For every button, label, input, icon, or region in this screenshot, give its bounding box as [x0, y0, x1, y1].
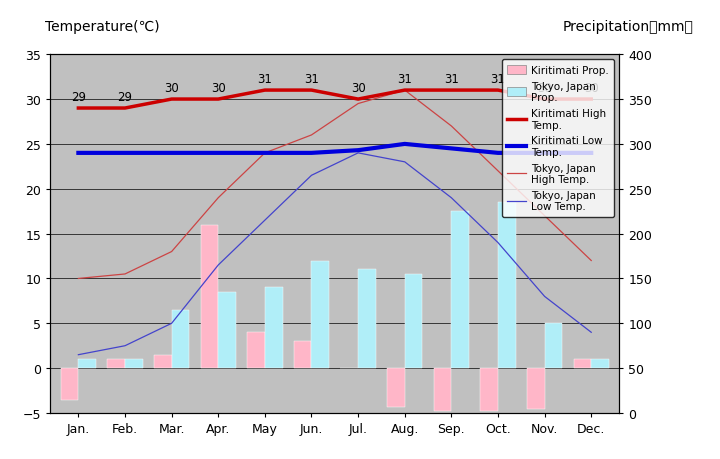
- Text: 31: 31: [490, 73, 505, 85]
- Bar: [451, 212, 469, 368]
- Bar: [78, 359, 96, 368]
- Bar: [544, 324, 562, 368]
- Bar: [527, 368, 544, 409]
- Bar: [218, 292, 236, 368]
- Text: 30: 30: [164, 82, 179, 95]
- Text: 31: 31: [304, 73, 319, 85]
- Bar: [201, 225, 218, 368]
- Text: 31: 31: [397, 73, 412, 85]
- Text: 31: 31: [444, 73, 459, 85]
- Text: 30: 30: [584, 82, 598, 95]
- Bar: [358, 270, 376, 368]
- Bar: [60, 368, 78, 400]
- Text: Temperature(℃): Temperature(℃): [45, 20, 159, 34]
- Text: 31: 31: [258, 73, 272, 85]
- Text: 30: 30: [351, 82, 366, 95]
- Bar: [125, 359, 143, 368]
- Bar: [405, 274, 423, 368]
- Text: 30: 30: [537, 82, 552, 95]
- Text: 30: 30: [211, 82, 225, 95]
- Bar: [498, 203, 516, 368]
- Text: 29: 29: [117, 90, 132, 103]
- Bar: [154, 355, 171, 368]
- Bar: [171, 310, 189, 368]
- Bar: [294, 341, 312, 368]
- Bar: [433, 368, 451, 411]
- Bar: [387, 368, 405, 407]
- Bar: [480, 368, 498, 411]
- Bar: [312, 261, 329, 368]
- Text: Precipitation（mm）: Precipitation（mm）: [562, 20, 693, 34]
- Legend: Kiritimati Prop., Tokyo, Japan
Prop., Kiritimati High
Temp., Kiritimati Low
Temp: Kiritimati Prop., Tokyo, Japan Prop., Ki…: [502, 60, 614, 217]
- Bar: [574, 359, 591, 368]
- Bar: [591, 359, 609, 368]
- Bar: [265, 288, 282, 368]
- Bar: [247, 332, 265, 368]
- Text: 29: 29: [71, 90, 86, 103]
- Bar: [107, 359, 125, 368]
